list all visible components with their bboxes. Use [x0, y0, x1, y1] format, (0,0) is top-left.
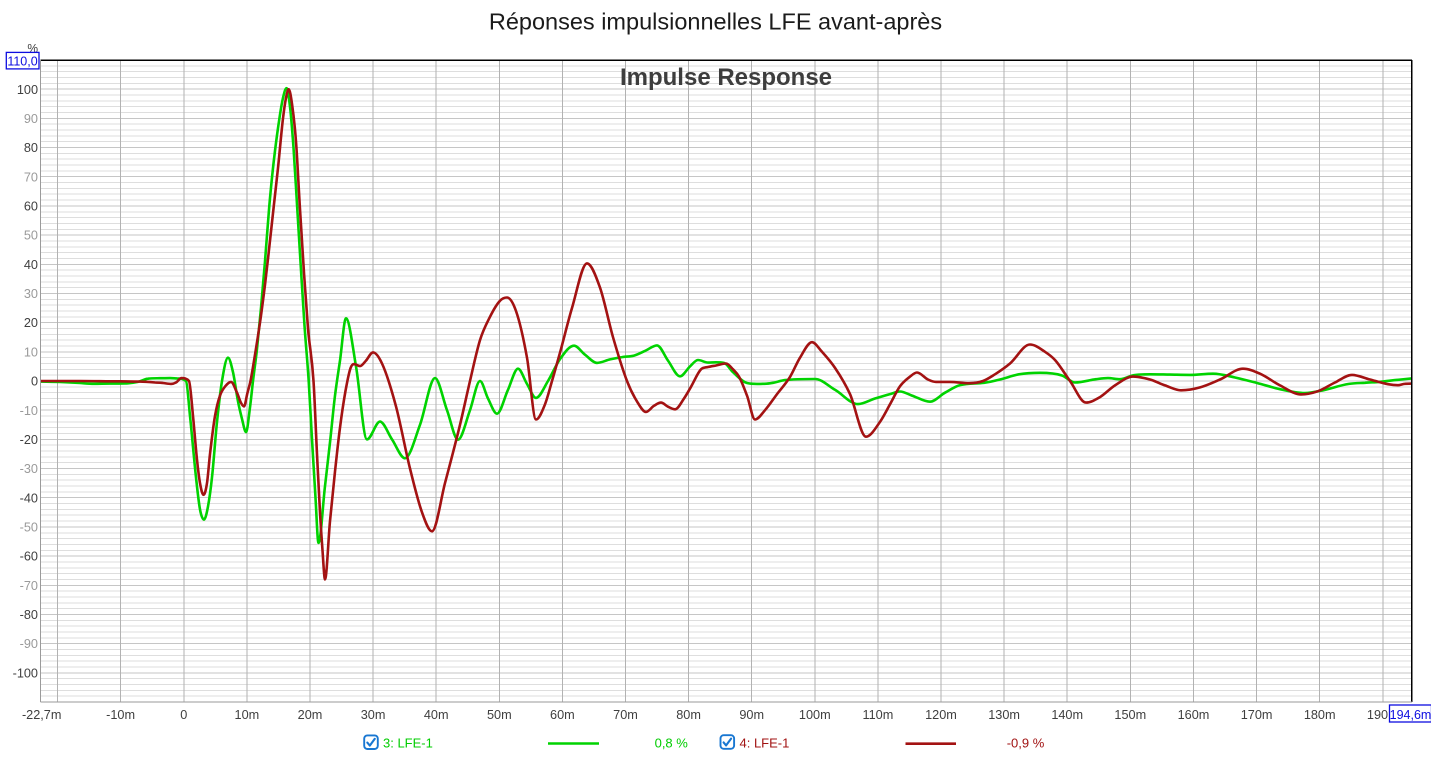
svg-text:-40: -40: [20, 491, 38, 505]
svg-text:-100: -100: [13, 666, 38, 680]
svg-text:40m: 40m: [424, 708, 449, 722]
svg-text:90: 90: [24, 112, 38, 126]
svg-text:90m: 90m: [739, 708, 764, 722]
svg-text:60m: 60m: [550, 708, 575, 722]
svg-text:10m: 10m: [235, 708, 260, 722]
svg-text:80m: 80m: [676, 708, 701, 722]
svg-text:140m: 140m: [1051, 708, 1083, 722]
svg-text:-0,9 %: -0,9 %: [1007, 736, 1045, 751]
svg-text:170m: 170m: [1241, 708, 1273, 722]
svg-text:160m: 160m: [1178, 708, 1210, 722]
svg-text:110,0: 110,0: [7, 55, 37, 69]
svg-text:40: 40: [24, 258, 38, 272]
svg-text:10: 10: [24, 345, 38, 359]
svg-text:110m: 110m: [863, 708, 894, 722]
svg-text:3: LFE-1: 3: LFE-1: [383, 736, 433, 751]
svg-text:0: 0: [180, 708, 187, 722]
svg-text:100m: 100m: [799, 708, 831, 722]
svg-text:20m: 20m: [298, 708, 323, 722]
svg-text:-10: -10: [20, 404, 38, 418]
svg-text:20: 20: [24, 316, 38, 330]
svg-text:180m: 180m: [1304, 708, 1336, 722]
svg-text:4: LFE-1: 4: LFE-1: [740, 736, 790, 751]
svg-text:120m: 120m: [925, 708, 957, 722]
svg-text:-60: -60: [20, 550, 38, 564]
svg-text:70m: 70m: [613, 708, 638, 722]
svg-text:0: 0: [31, 375, 38, 389]
svg-text:-80: -80: [20, 608, 38, 622]
svg-text:150m: 150m: [1114, 708, 1146, 722]
svg-text:Impulse Response: Impulse Response: [620, 64, 832, 91]
svg-text:70: 70: [24, 170, 38, 184]
svg-text:194,6m: 194,6m: [1390, 708, 1431, 722]
svg-text:-20: -20: [20, 433, 38, 447]
svg-text:-50: -50: [20, 521, 38, 535]
svg-text:30m: 30m: [361, 708, 386, 722]
svg-text:80: 80: [24, 141, 38, 155]
svg-text:130m: 130m: [988, 708, 1020, 722]
svg-text:-90: -90: [20, 637, 38, 651]
svg-text:-70: -70: [20, 579, 38, 593]
svg-text:-10m: -10m: [106, 708, 135, 722]
svg-text:50m: 50m: [487, 708, 512, 722]
svg-text:30: 30: [24, 287, 38, 301]
svg-text:-30: -30: [20, 462, 38, 476]
svg-text:-22,7m: -22,7m: [22, 708, 62, 722]
svg-text:100: 100: [17, 83, 38, 97]
svg-text:0,8 %: 0,8 %: [655, 736, 689, 751]
svg-text:50: 50: [24, 229, 38, 243]
svg-text:60: 60: [24, 200, 38, 214]
svg-text:Réponses impulsionnelles LFE a: Réponses impulsionnelles LFE avant-après: [489, 9, 942, 35]
